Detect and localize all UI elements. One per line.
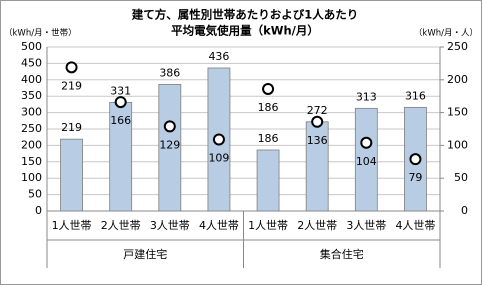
y2-axis-label: （kWh/月・人） bbox=[414, 28, 478, 39]
point bbox=[163, 120, 176, 133]
x-tick-label: 2人世帯 bbox=[101, 219, 141, 232]
point-value-label: 79 bbox=[408, 171, 422, 184]
group-label: 戸建住宅 bbox=[123, 247, 167, 261]
x-tick-label: 2人世帯 bbox=[297, 219, 337, 232]
point bbox=[114, 96, 127, 109]
bar-value-label: 186 bbox=[258, 132, 279, 145]
y-tick-label: 250 bbox=[21, 122, 42, 135]
x-tick-label: 1人世帯 bbox=[52, 219, 92, 232]
y-tick-label: 450 bbox=[21, 56, 42, 69]
bar-value-label: 436 bbox=[208, 50, 229, 63]
bar bbox=[60, 138, 83, 212]
y-tick-label: 50 bbox=[28, 188, 42, 201]
x-tick-label: 4人世帯 bbox=[395, 219, 435, 232]
y2-tick-label: 100 bbox=[447, 138, 468, 151]
y-tick-label: 100 bbox=[21, 171, 42, 184]
y-tick-label: 300 bbox=[21, 106, 42, 119]
y2-tick-label: 0 bbox=[461, 204, 468, 217]
y-tick-label: 500 bbox=[21, 40, 42, 53]
bar bbox=[354, 107, 378, 212]
y-tick-label: 200 bbox=[21, 138, 42, 151]
bar bbox=[256, 149, 280, 212]
point-value-label: 104 bbox=[356, 155, 377, 168]
x-tick-label: 1人世帯 bbox=[248, 219, 288, 232]
y-tick-label: 0 bbox=[35, 204, 42, 217]
y-axis-label: （kWh/月・世帯） bbox=[4, 28, 77, 39]
bar-value-label: 272 bbox=[307, 104, 328, 117]
y-tick-label: 150 bbox=[21, 155, 42, 168]
point bbox=[409, 153, 422, 166]
bar-value-label: 313 bbox=[356, 90, 377, 103]
bar-value-label: 331 bbox=[110, 84, 131, 97]
point-value-label: 186 bbox=[258, 101, 279, 114]
bar-value-label: 219 bbox=[61, 121, 82, 134]
y2-tick-label: 150 bbox=[447, 106, 468, 119]
y2-tick-label: 250 bbox=[447, 40, 468, 53]
point bbox=[212, 133, 225, 146]
point-value-label: 136 bbox=[307, 134, 328, 147]
group-label: 集合住宅 bbox=[320, 247, 364, 261]
point bbox=[311, 115, 324, 128]
x-tick-label: 3人世帯 bbox=[150, 219, 190, 232]
y2-tick-label: 200 bbox=[447, 73, 468, 86]
point bbox=[65, 61, 78, 74]
y-tick-label: 350 bbox=[21, 89, 42, 102]
y2-tick-label: 50 bbox=[454, 171, 468, 184]
point-value-label: 129 bbox=[159, 138, 180, 151]
point bbox=[262, 82, 275, 95]
point-value-label: 219 bbox=[61, 79, 82, 92]
bar-value-label: 386 bbox=[159, 66, 180, 79]
x-tick-label: 3人世帯 bbox=[346, 219, 386, 232]
chart-title: 建て方、属性別世帯あたりおよび1人あたり bbox=[132, 8, 359, 22]
bar-value-label: 316 bbox=[405, 89, 426, 102]
point-value-label: 166 bbox=[110, 114, 131, 127]
point bbox=[360, 136, 373, 149]
bar bbox=[158, 83, 182, 212]
x-tick-label: 4人世帯 bbox=[199, 219, 239, 232]
y-tick-label: 400 bbox=[21, 73, 42, 86]
point-value-label: 109 bbox=[208, 151, 229, 164]
chart-title: 平均電気使用量（kWh/月） bbox=[171, 24, 319, 38]
